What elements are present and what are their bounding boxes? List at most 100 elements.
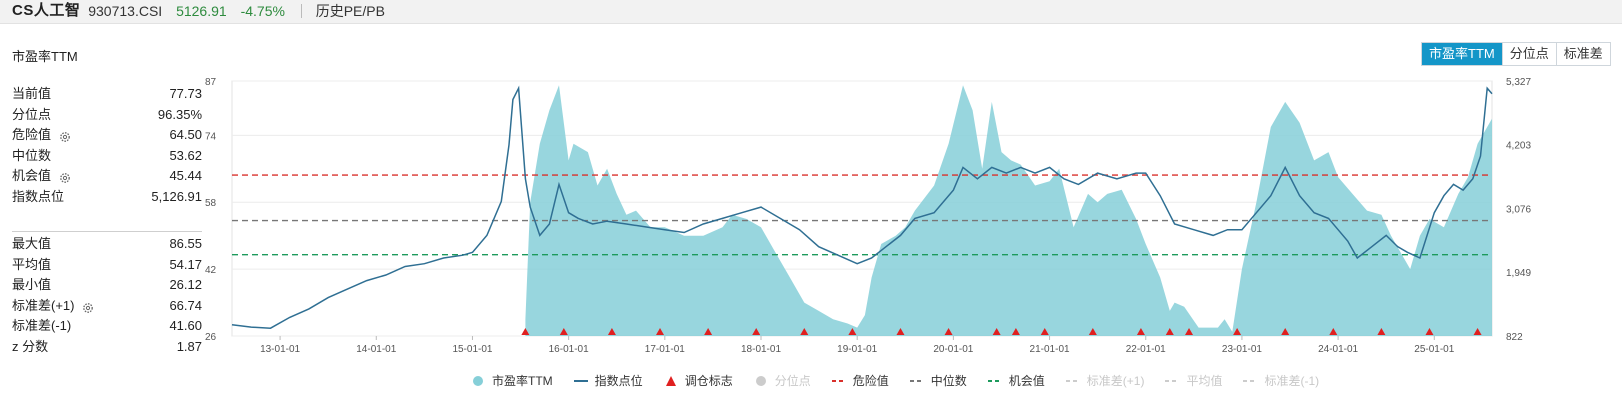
rebalance-marker [848, 328, 857, 335]
rebalance-marker [1040, 328, 1049, 335]
stat-value: 77.73 [169, 86, 202, 101]
rebalance-marker [800, 328, 809, 335]
legend-item[interactable]: 市盈率TTM [470, 372, 553, 389]
metric-tabs: 市盈率TTM 分位点 标准差 [1421, 42, 1611, 66]
stat-label-text: 最大值 [12, 236, 52, 251]
stat-label-text: z 分数 [12, 338, 49, 354]
stat-label: 最小值 [12, 275, 51, 296]
legend-item[interactable]: 标准差(+1) [1065, 372, 1145, 389]
stat-row: 标准差(-1) 41.60 [12, 316, 202, 337]
rebalance-marker [944, 328, 953, 335]
rebalance-marker [1425, 328, 1434, 335]
legend-label: 标准差(+1) [1086, 374, 1145, 388]
legend-label: 市盈率TTM [492, 374, 553, 388]
stats-panel: 当前值 77.73 分位点 96.35% 危险值 64.50 中位数 53.62 机会值 45.4… [12, 84, 202, 357]
stat-row: 平均值 54.17 [12, 255, 202, 276]
stat-label-text: 最小值 [12, 277, 52, 292]
tab-pe-ttm[interactable]: 市盈率TTM [1422, 43, 1502, 65]
x-tick-label: 25-01-01 [1414, 344, 1454, 355]
rebalance-marker [521, 328, 530, 335]
legend-symbol-icon [1164, 375, 1180, 387]
index-change: -4.75% [240, 3, 285, 19]
legend-item[interactable]: 调仓标志 [663, 372, 733, 389]
x-tick-label: 16-01-01 [549, 344, 589, 355]
chart-legend: 市盈率TTM 指数点位 调仓标志 分位点 危险值 中位数 机会值 标准差(+1) 平均值 标准差(… [470, 372, 1339, 389]
rebalance-marker [1088, 328, 1097, 335]
stat-label: 当前值 [12, 84, 51, 105]
stat-label: 中位数 [12, 146, 51, 167]
legend-item[interactable]: 中位数 [909, 372, 967, 389]
left-tick-label: 87 [205, 77, 217, 88]
stat-label: 分位点 [12, 105, 51, 126]
stat-value: 54.17 [169, 256, 202, 272]
legend-label: 标准差(-1) [1264, 374, 1320, 388]
left-tick-label: 74 [205, 131, 217, 142]
right-tick-label: 822 [1506, 332, 1523, 343]
legend-label: 机会值 [1008, 374, 1045, 388]
stat-label: 机会值 [12, 166, 71, 187]
legend-label: 分位点 [774, 374, 811, 388]
stat-label-text: 标准差(+1) [12, 297, 75, 313]
right-tick-label: 1,949 [1506, 268, 1531, 279]
legend-symbol-icon [753, 375, 769, 387]
stat-row: z 分数 1.87 [12, 337, 202, 358]
stats-divider [12, 231, 202, 232]
rebalance-marker [1281, 328, 1290, 335]
x-tick-label: 20-01-01 [933, 344, 973, 355]
legend-symbol-icon [470, 375, 486, 387]
x-tick-label: 19-01-01 [837, 344, 877, 355]
rebalance-marker [607, 328, 616, 335]
legend-symbol-icon [909, 375, 925, 387]
stat-label: z 分数 [12, 337, 48, 358]
stat-value: 66.74 [169, 297, 202, 313]
legend-item[interactable]: 平均值 [1164, 372, 1222, 389]
stat-row: 中位数 53.62 [12, 146, 202, 167]
stat-label-text: 机会值 [12, 168, 52, 183]
rebalance-marker [896, 328, 905, 335]
stat-row: 标准差(+1) 66.74 [12, 296, 202, 317]
stat-label-text: 指数点位 [12, 188, 65, 204]
rebalance-marker [1185, 328, 1194, 335]
stat-label-text: 分位点 [12, 106, 52, 122]
rebalance-marker [559, 328, 568, 335]
rebalance-marker [1136, 328, 1145, 335]
tab-percentile[interactable]: 分位点 [1501, 43, 1556, 65]
legend-item[interactable]: 危险值 [831, 372, 889, 389]
legend-label: 危险值 [852, 374, 889, 388]
x-tick-label: 24-01-01 [1318, 344, 1358, 355]
right-tick-label: 4,203 [1506, 141, 1531, 152]
gear-icon[interactable] [59, 129, 71, 143]
tab-std-dev[interactable]: 标准差 [1555, 43, 1610, 65]
index-code: 930713.CSI [88, 3, 163, 19]
legend-item[interactable]: 机会值 [987, 372, 1045, 389]
panel-title: 市盈率TTM [12, 49, 78, 64]
left-tick-label: 58 [205, 198, 217, 209]
x-tick-label: 21-01-01 [1030, 344, 1070, 355]
rebalance-marker [1233, 328, 1242, 335]
right-tick-label: 5,327 [1506, 77, 1531, 88]
stat-label: 危险值 [12, 125, 71, 146]
stat-value: 86.55 [169, 236, 202, 251]
history-pe-pb-link[interactable]: 历史PE/PB [315, 3, 385, 19]
index-price: 5126.91 [176, 3, 227, 19]
stat-row: 分位点 96.35% [12, 105, 202, 126]
rebalance-marker [1329, 328, 1338, 335]
gear-icon[interactable] [59, 170, 71, 184]
legend-item[interactable]: 指数点位 [573, 372, 643, 389]
stat-value: 45.44 [169, 168, 202, 183]
gear-icon[interactable] [82, 300, 94, 313]
right-tick-label: 3,076 [1506, 204, 1531, 215]
stat-label-text: 当前值 [12, 86, 52, 101]
stat-row: 最小值 26.12 [12, 275, 202, 296]
rebalance-marker [992, 328, 1001, 335]
stat-value: 41.60 [169, 318, 202, 333]
stat-value: 64.50 [169, 127, 202, 142]
x-tick-label: 18-01-01 [741, 344, 781, 355]
stat-label: 平均值 [12, 255, 51, 276]
header-divider [300, 4, 302, 18]
stat-label-text: 标准差(-1) [12, 318, 72, 333]
stat-row: 危险值 64.50 [12, 125, 202, 146]
legend-item[interactable]: 分位点 [753, 372, 811, 389]
legend-item[interactable]: 标准差(-1) [1242, 372, 1319, 389]
legend-label: 调仓标志 [684, 374, 733, 388]
